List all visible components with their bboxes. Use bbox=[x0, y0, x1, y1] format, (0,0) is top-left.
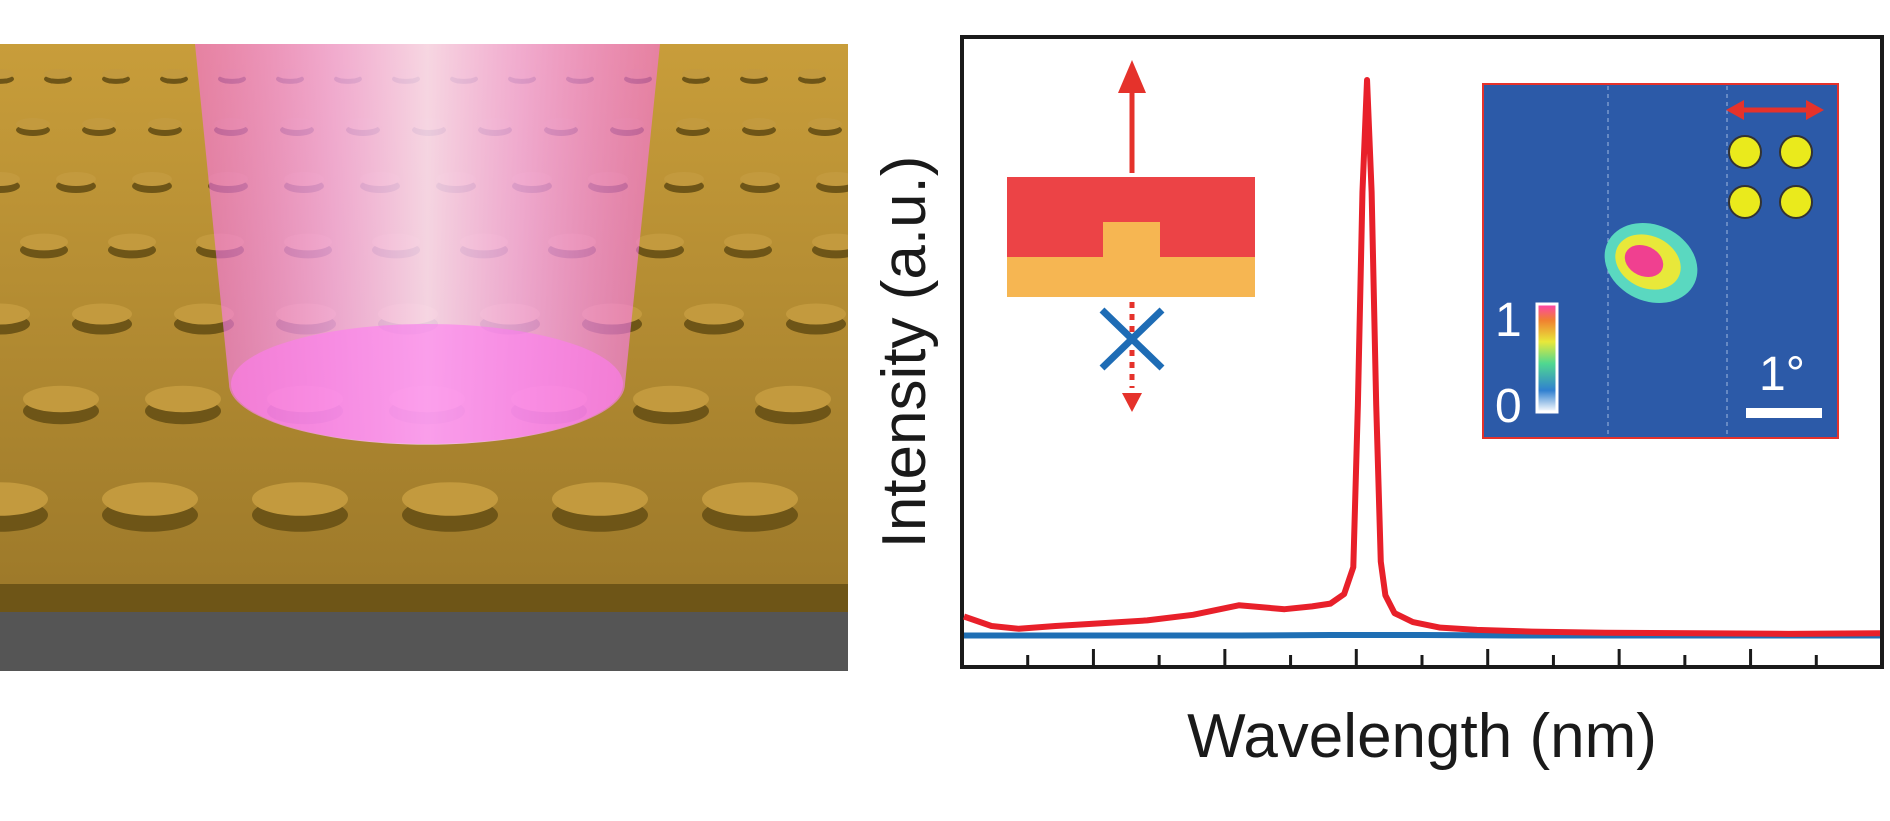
nanodisk bbox=[102, 69, 130, 79]
nanodisk bbox=[742, 118, 776, 130]
x-axis-label: Wavelength (nm) bbox=[1187, 702, 1657, 771]
nanodisk bbox=[755, 385, 831, 413]
nanodisk bbox=[0, 303, 30, 325]
upward-arrow-head-icon bbox=[1118, 60, 1146, 93]
nanodisk bbox=[808, 118, 842, 130]
nanodisk bbox=[636, 233, 684, 251]
spectrum-series bbox=[963, 77, 1881, 639]
nanodisk bbox=[402, 482, 498, 516]
nanodisk bbox=[724, 233, 772, 251]
nanodisk bbox=[16, 118, 50, 130]
plot-frame bbox=[960, 35, 1884, 669]
scale-bar-label: 1° bbox=[1759, 348, 1805, 401]
nanodisk bbox=[23, 385, 99, 413]
nanodisk bbox=[798, 69, 826, 79]
colorbar-min-label: 0 bbox=[1495, 380, 1522, 433]
nanodisk bbox=[102, 482, 198, 516]
lattice-dot-icon bbox=[1728, 185, 1762, 219]
colorbar bbox=[1535, 302, 1559, 414]
nanodisk bbox=[740, 172, 780, 186]
nanodisk bbox=[252, 482, 348, 516]
nanodisk bbox=[664, 172, 704, 186]
nanodisk bbox=[812, 233, 848, 251]
nanodisk bbox=[160, 69, 188, 79]
y-axis-label: Intensity (a.u.) bbox=[870, 156, 939, 549]
nanodisk bbox=[786, 303, 846, 325]
nanodisk bbox=[44, 69, 72, 79]
nanodisk bbox=[132, 172, 172, 186]
nanodisk bbox=[702, 482, 798, 516]
nanodisk bbox=[82, 118, 116, 130]
schematic-grating-tooth bbox=[1103, 222, 1160, 257]
substrate bbox=[0, 612, 848, 671]
nanodisk bbox=[0, 172, 20, 186]
nanodisk bbox=[174, 303, 234, 325]
polarization-arrow-right-icon bbox=[1806, 100, 1824, 120]
nanodisk bbox=[684, 303, 744, 325]
blocked-cross-icon-stroke bbox=[1099, 307, 1165, 371]
lattice-dot-icon bbox=[1779, 185, 1813, 219]
lattice-dot-icon bbox=[1779, 135, 1813, 169]
nanodisk bbox=[633, 385, 709, 413]
emission-lobe-core bbox=[1624, 244, 1664, 278]
colorbar-max-label: 1 bbox=[1495, 294, 1522, 347]
nanodisk bbox=[816, 172, 848, 186]
nanodisk bbox=[72, 303, 132, 325]
metasurface-render bbox=[0, 44, 848, 671]
nanodisk bbox=[682, 69, 710, 79]
far-field-inset: 1 0 1° bbox=[1482, 83, 1839, 439]
nanodisk bbox=[552, 482, 648, 516]
nanodisk bbox=[20, 233, 68, 251]
nanodisk bbox=[56, 172, 96, 186]
nanodisk bbox=[108, 233, 156, 251]
nanodisk bbox=[0, 482, 48, 516]
downward-arrow-head-icon bbox=[1122, 393, 1142, 412]
lattice-dot-icon bbox=[1728, 135, 1762, 169]
film-edge bbox=[0, 584, 848, 612]
nanodisk bbox=[148, 118, 182, 130]
beam-spot bbox=[231, 324, 623, 444]
mode-schematic-inset bbox=[1007, 60, 1255, 412]
lasing-spectrum-line bbox=[963, 77, 1881, 637]
schematic-substrate bbox=[1007, 257, 1255, 297]
nanodisk bbox=[145, 385, 221, 413]
x-axis-ticks bbox=[1026, 649, 1818, 665]
scale-bar bbox=[1746, 408, 1822, 418]
nanodisk bbox=[676, 118, 710, 130]
nanodisk bbox=[0, 69, 14, 79]
polarization-arrow-left-icon bbox=[1726, 100, 1744, 120]
nanodisk bbox=[740, 69, 768, 79]
